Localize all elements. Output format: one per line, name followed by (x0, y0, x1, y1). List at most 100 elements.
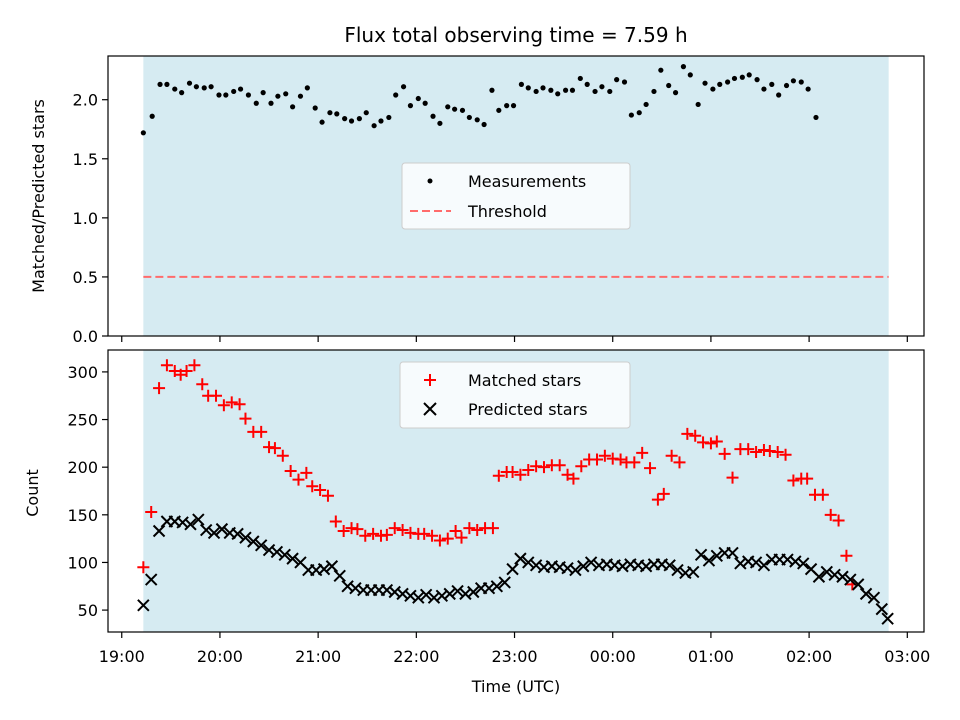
matched-star-point (306, 480, 319, 493)
ratio-ytick-label: 1.0 (73, 209, 98, 228)
ratio-ytick-label: 2.0 (73, 91, 98, 110)
predicted-star-point (836, 570, 849, 583)
matched-star-point (486, 522, 499, 535)
matched-star-point (359, 529, 372, 542)
measurement-point (680, 64, 687, 70)
matched-star-point (137, 561, 150, 574)
measurement-point (208, 84, 214, 90)
measurement-point (216, 92, 222, 98)
predicted-star-point (702, 554, 716, 567)
predicted-star-point (286, 552, 299, 565)
matched-star-point (614, 453, 627, 466)
predicted-star-point (184, 518, 197, 531)
measurement-point (231, 88, 237, 95)
count-panel: 50 100 150 200 250 300 19:00 20:00 21:00 22:00 23… (23, 350, 930, 696)
predicted-star-point (820, 565, 833, 579)
matched-star-point (567, 472, 580, 485)
ratio-ytick-label: 0.5 (73, 268, 98, 287)
measurement-point (666, 82, 672, 89)
predicted-star-point (333, 569, 346, 582)
measurement-point (186, 80, 193, 86)
matched-star-point (321, 489, 334, 502)
count-x-ticks: 19:00 20:00 21:00 22:00 23:00 00:00 01:00 02:00… (99, 632, 930, 666)
matched-star-point (300, 466, 313, 479)
measurement-point (577, 75, 583, 82)
count-xtick-label: 22:00 (393, 647, 439, 666)
matched-star-point (718, 447, 731, 460)
matched-star-point (217, 399, 230, 412)
measurement-point (525, 85, 531, 91)
measurement-point (400, 84, 407, 90)
predicted-star-point (490, 580, 504, 593)
measurement-point (304, 85, 310, 91)
matched-star-point (433, 534, 446, 547)
ratio-panel: 0.00.51.01.52.0 Matched/Predicted stars … (29, 55, 925, 346)
predicted-star-point (852, 578, 865, 591)
matched-star-point (145, 505, 158, 518)
count-ytick-label: 50 (78, 601, 98, 620)
matched-star-point (726, 471, 739, 484)
measurement-point (275, 93, 281, 99)
predicted-star-point (443, 587, 456, 601)
matched-star-point (196, 378, 209, 391)
measurement-point (378, 118, 384, 124)
predicted-star-point (137, 599, 150, 612)
matched-star-point (367, 527, 380, 540)
measurement-point (614, 77, 620, 83)
predicted-star-point (199, 523, 213, 537)
legend-measurements: Measurements (468, 172, 586, 191)
figure-title: Flux total observing time = 7.59 h (344, 23, 687, 47)
measurement-point (253, 100, 259, 106)
predicted-star-point (687, 565, 700, 579)
measurement-point (297, 93, 304, 99)
measurement-point (776, 92, 782, 98)
predicted-star-point (577, 560, 590, 573)
matched-star-point (492, 469, 505, 482)
count-xtick-label: 01:00 (688, 647, 734, 666)
predicted-star-point (317, 562, 331, 576)
measurement-point (533, 88, 539, 95)
matched-star-point (840, 549, 853, 562)
predicted-star-point (412, 591, 425, 604)
predicted-star-point (467, 585, 480, 599)
measurement-point (290, 104, 296, 110)
matched-star-point (268, 442, 281, 455)
measurement-point (312, 105, 318, 111)
ratio-legend: Measurements Threshold (401, 162, 631, 230)
ratio-marks (140, 64, 819, 136)
matched-star-point (380, 528, 393, 541)
matched-star-point (816, 488, 829, 501)
predicted-star-point (192, 513, 205, 526)
predicted-star-point (726, 546, 739, 560)
measurement-point (725, 79, 731, 85)
matched-star-point (351, 523, 364, 536)
measurement-point (607, 88, 613, 95)
predicted-star-point (663, 559, 676, 572)
measurement-point (783, 82, 790, 89)
matched-star-point (210, 389, 223, 402)
matched-star-point (225, 396, 238, 409)
legend-measurement-marker (427, 178, 433, 184)
matched-star-point (180, 364, 193, 377)
matched-star-point (824, 508, 837, 521)
measurement-point (569, 87, 576, 93)
predicted-star-point (797, 557, 810, 570)
measurement-point (628, 112, 634, 118)
measurement-point (739, 74, 745, 80)
measurement-point (805, 86, 811, 92)
measurement-point (584, 81, 590, 87)
predicted-star-point (867, 591, 881, 604)
measurement-point (489, 87, 495, 93)
measurement-point (157, 81, 163, 87)
predicted-star-point (522, 556, 535, 569)
matched-star-point (689, 429, 702, 442)
measurement-point (430, 113, 436, 119)
predicted-star-point (881, 612, 894, 625)
predicted-star-point (694, 548, 708, 562)
matched-star-point (388, 522, 401, 535)
measurement-point (731, 75, 738, 82)
ratio-legend-box (401, 162, 631, 230)
measurement-point (356, 116, 362, 122)
predicted-star-point (152, 524, 166, 538)
